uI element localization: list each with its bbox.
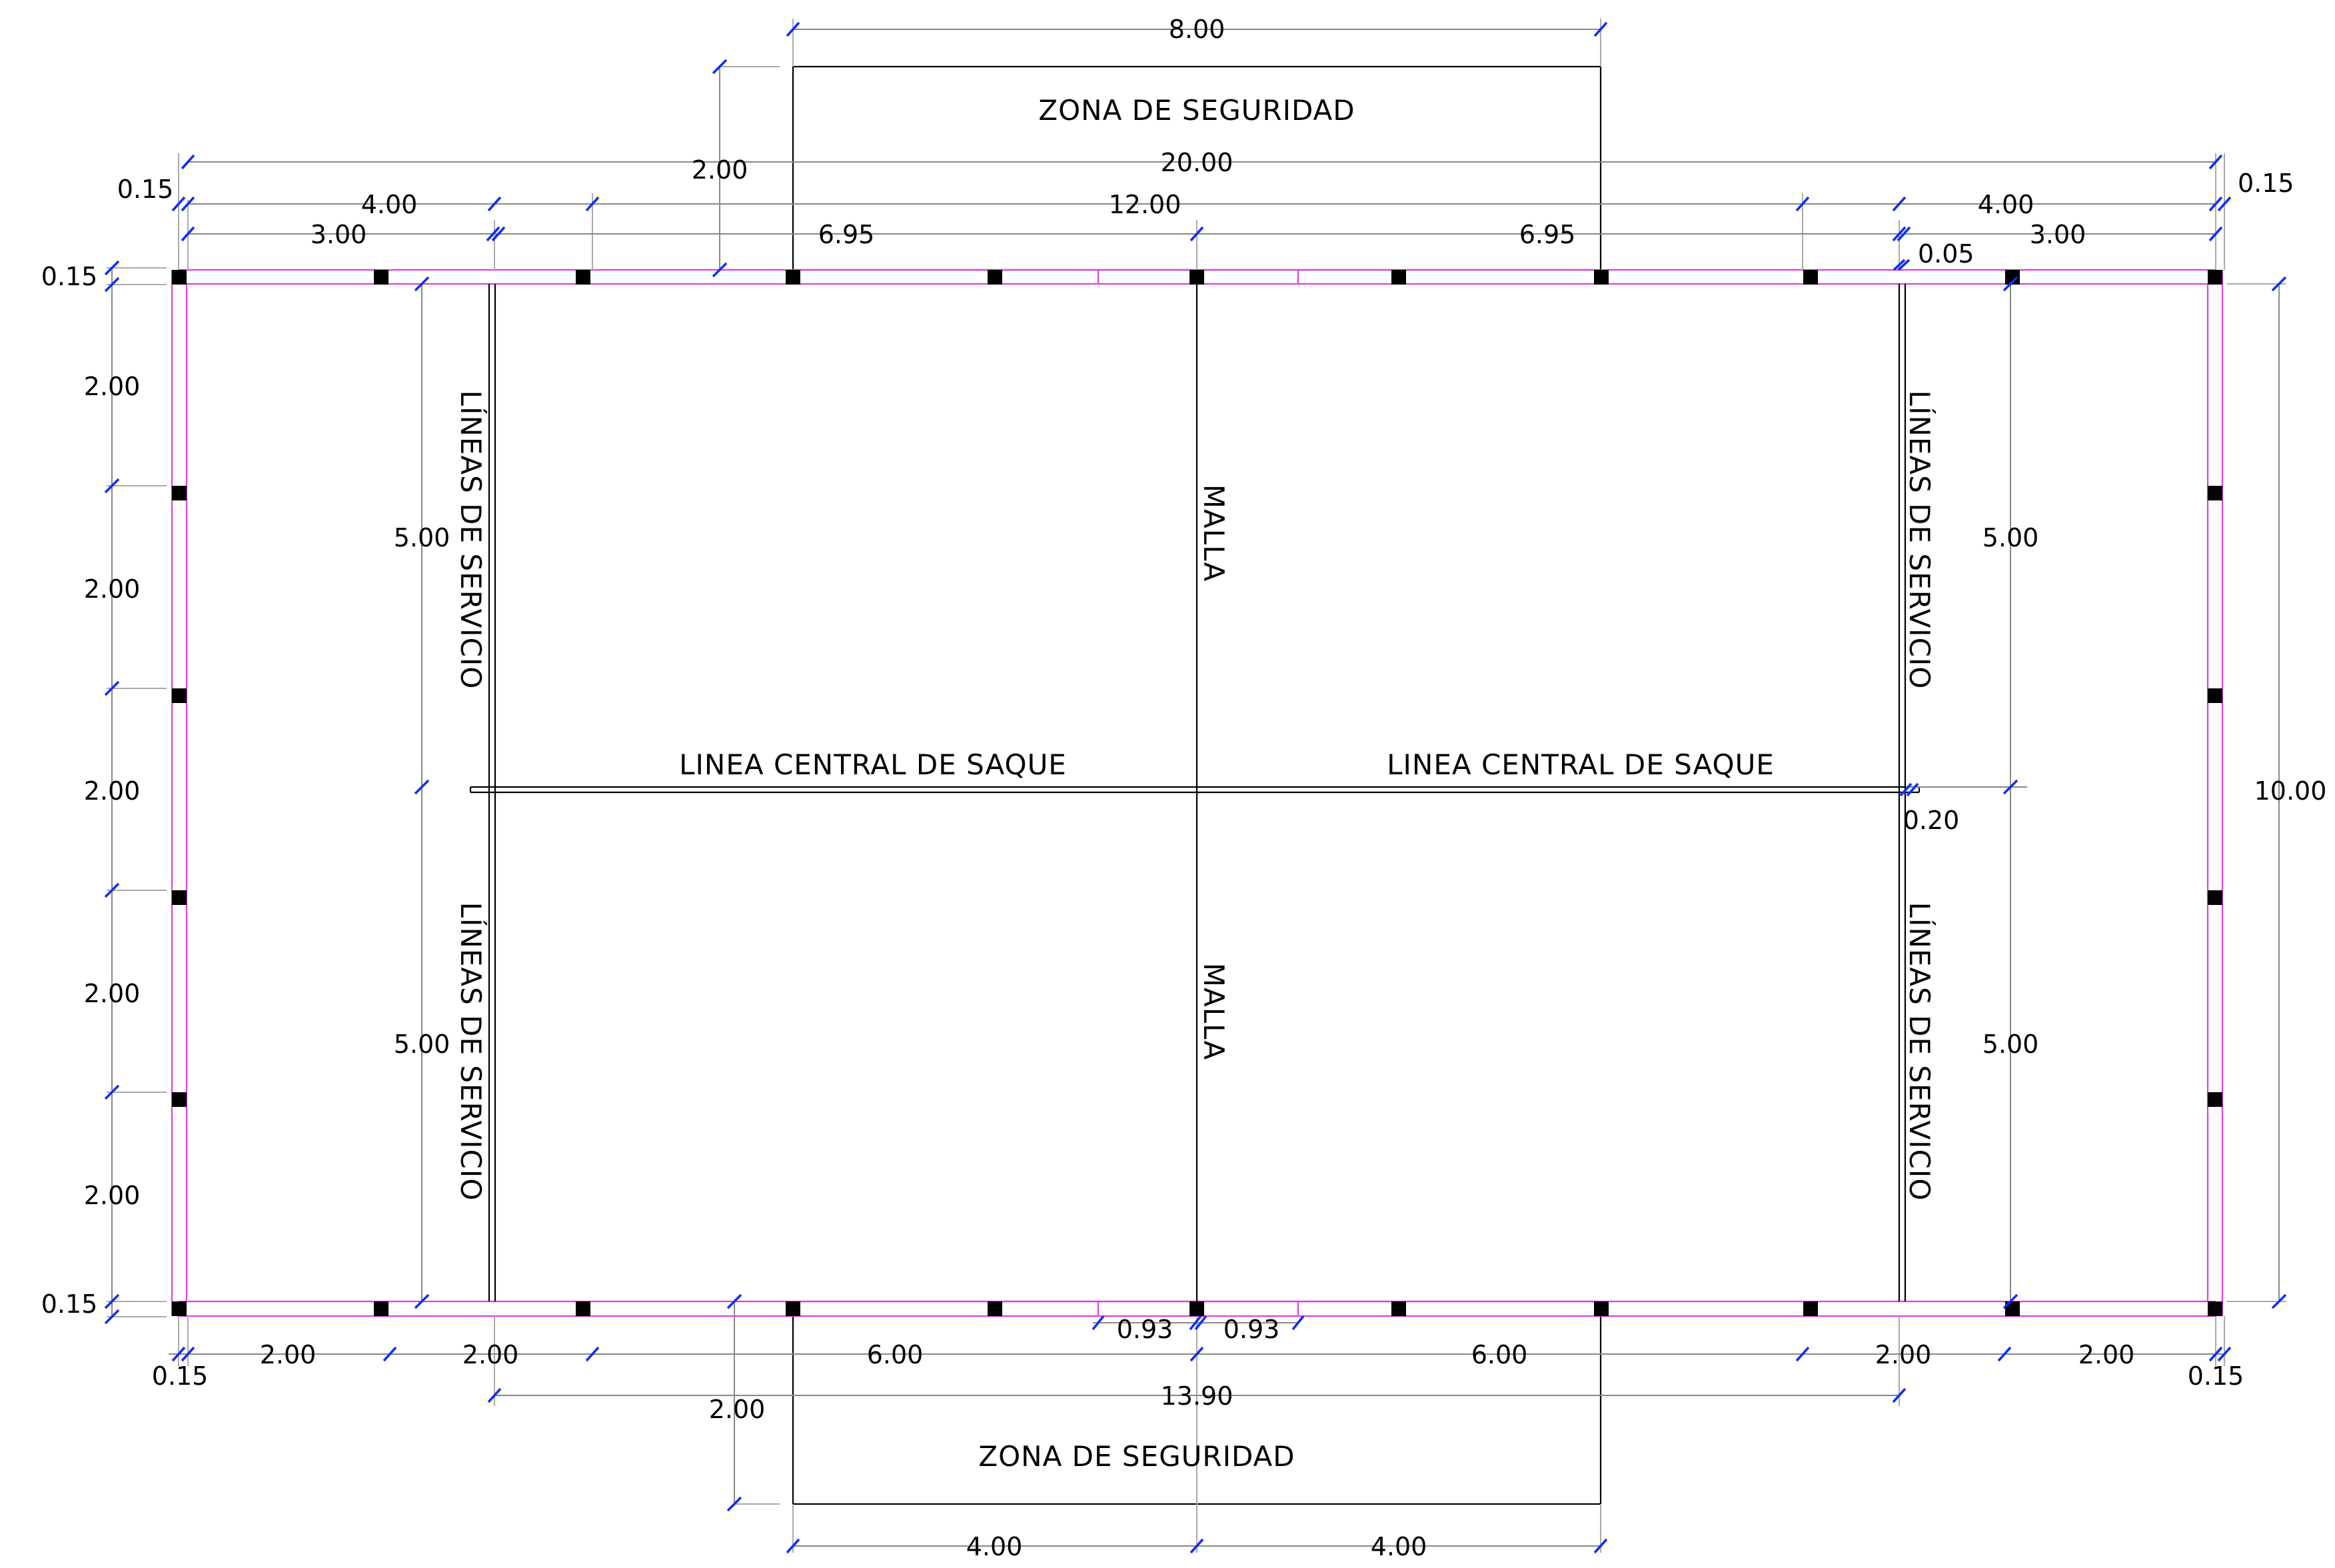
dim-left-2-d: 2.00 xyxy=(84,979,141,1008)
label-servicio-br: LÍNEAS DE SERVICIO xyxy=(1903,902,1937,1201)
dim-right-10: 10.00 xyxy=(2254,776,2327,806)
dimension-ticks xyxy=(104,21,2287,1554)
dim-top-015-l: 0.15 xyxy=(117,175,174,204)
label-servicio-tr: LÍNEAS DE SERVICIO xyxy=(1903,391,1937,690)
label-malla-bottom: MALLA xyxy=(1197,963,1230,1060)
dim-mid-020: 0.20 xyxy=(1903,806,1960,835)
extension-lines xyxy=(107,19,2286,1553)
dim-bot-2-c: 2.00 xyxy=(1875,1340,1932,1369)
dim-top-zone-2: 2.00 xyxy=(692,155,748,185)
dim-bot-2-a: 2.00 xyxy=(260,1340,317,1369)
label-malla-top: MALLA xyxy=(1197,484,1230,582)
label-zona-bottom: ZONA DE SEGURIDAD xyxy=(978,1440,1295,1473)
dim-bot-4-l: 4.00 xyxy=(966,1532,1023,1561)
dim-bot-093-l: 0.93 xyxy=(1117,1315,1173,1344)
dim-bot-1390: 13.90 xyxy=(1161,1381,1233,1411)
dim-bot-6-r: 6.00 xyxy=(1471,1340,1528,1369)
dim-left-2-b: 2.00 xyxy=(84,574,141,604)
dim-left-2-a: 2.00 xyxy=(84,372,141,401)
dim-inner-5-bl: 5.00 xyxy=(394,1030,450,1059)
dim-left-015-t: 0.15 xyxy=(41,262,98,291)
dim-bot-015-r: 0.15 xyxy=(2188,1361,2244,1391)
columns xyxy=(172,270,2222,1316)
dim-top-4-r: 4.00 xyxy=(1978,190,2034,219)
dim-top-695-l: 6.95 xyxy=(818,220,875,249)
label-linea-right: LINEA CENTRAL DE SAQUE xyxy=(1387,748,1775,781)
dimension-texts: 8.00 2.00 20.00 0.15 0.15 4.00 12.00 4.0… xyxy=(41,15,2327,1561)
dim-left-2-c: 2.00 xyxy=(84,776,141,806)
label-zona-top: ZONA DE SEGURIDAD xyxy=(1038,94,1355,127)
dim-top-20: 20.00 xyxy=(1161,148,1233,177)
dim-bot-093-r: 0.93 xyxy=(1223,1315,1280,1344)
dim-bot-2-b: 2.00 xyxy=(462,1340,519,1369)
dim-bot-6-l: 6.00 xyxy=(867,1340,924,1369)
dim-top-4-l: 4.00 xyxy=(361,190,418,219)
label-servicio-bl: LÍNEAS DE SERVICIO xyxy=(454,902,488,1201)
dim-inner-5-tr: 5.00 xyxy=(1982,523,2039,552)
court-lines xyxy=(469,284,1921,1301)
dim-bot-015-l: 0.15 xyxy=(152,1361,209,1391)
dim-top-005: 0.05 xyxy=(1918,239,1974,269)
dim-bot-4-r: 4.00 xyxy=(1371,1532,1427,1561)
dim-inner-5-tl: 5.00 xyxy=(394,523,450,552)
dim-left-2-e: 2.00 xyxy=(84,1181,141,1210)
dim-top-695-r: 6.95 xyxy=(1519,220,1576,249)
label-linea-left: LINEA CENTRAL DE SAQUE xyxy=(679,748,1067,781)
dim-top-015-r: 0.15 xyxy=(2238,169,2294,198)
dim-top-12: 12.00 xyxy=(1109,190,1181,219)
dim-top-3-r: 3.00 xyxy=(2030,220,2086,249)
dim-inner-5-br: 5.00 xyxy=(1982,1030,2039,1059)
dim-bot-2-d: 2.00 xyxy=(2078,1340,2135,1369)
dim-top-3-l: 3.00 xyxy=(311,220,367,249)
dim-top-8: 8.00 xyxy=(1169,15,1225,44)
dim-left-015-b: 0.15 xyxy=(41,1289,98,1319)
dim-bot-zone-2: 2.00 xyxy=(709,1395,766,1424)
label-servicio-tl: LÍNEAS DE SERVICIO xyxy=(454,391,488,690)
